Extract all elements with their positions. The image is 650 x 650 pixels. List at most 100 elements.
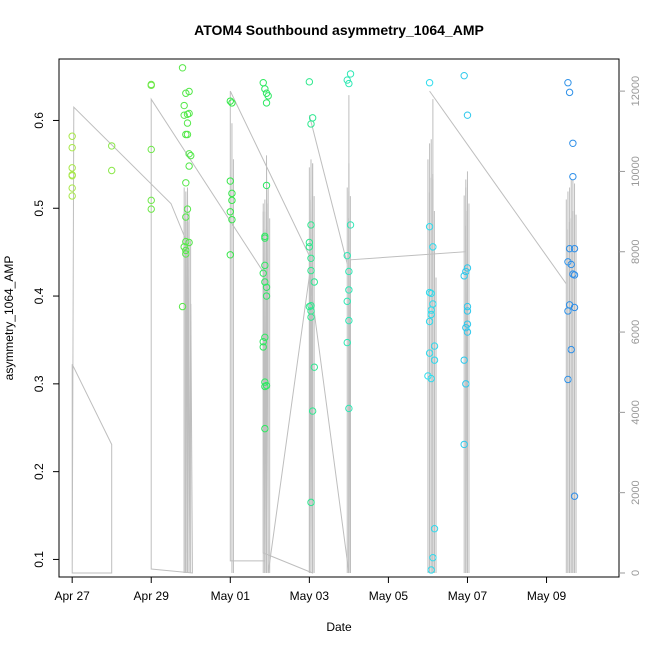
data-point bbox=[228, 99, 236, 107]
data-point bbox=[185, 238, 193, 247]
y2-axis: 0 2000 4000 6000 8000 10000 12000 bbox=[619, 76, 642, 576]
data-point bbox=[305, 238, 314, 247]
data-point bbox=[228, 215, 236, 224]
data-point bbox=[429, 553, 437, 562]
data-point bbox=[68, 143, 76, 152]
data-point bbox=[567, 260, 575, 269]
x-tick-label: May 05 bbox=[369, 589, 409, 603]
data-point bbox=[180, 243, 188, 251]
data-point bbox=[147, 205, 155, 213]
data-point bbox=[68, 164, 76, 172]
data-point bbox=[310, 278, 318, 286]
y-axis-label: asymmetry_1064_AMP bbox=[2, 256, 16, 381]
data-point bbox=[463, 320, 472, 328]
y2-tick-label: 8000 bbox=[630, 240, 642, 264]
data-point bbox=[430, 356, 439, 364]
data-point bbox=[343, 251, 351, 260]
x-tick-label: Apr 27 bbox=[54, 589, 90, 603]
data-point bbox=[427, 566, 435, 574]
data-point bbox=[68, 171, 76, 179]
x-axis-label: Date bbox=[326, 620, 352, 634]
data-point bbox=[463, 307, 472, 315]
data-point bbox=[462, 323, 470, 332]
data-point bbox=[307, 221, 315, 229]
data-point bbox=[147, 81, 155, 90]
data-point bbox=[185, 87, 193, 96]
data-point bbox=[565, 244, 574, 253]
data-point bbox=[182, 246, 190, 255]
x-tick-label: May 09 bbox=[527, 589, 567, 603]
data-point bbox=[345, 404, 353, 413]
y2-tick-label: 4000 bbox=[630, 400, 642, 424]
data-point bbox=[463, 328, 472, 336]
data-point bbox=[307, 313, 315, 321]
data-point bbox=[564, 307, 572, 315]
data-point bbox=[226, 251, 234, 259]
data-point bbox=[182, 179, 190, 187]
data-point bbox=[429, 243, 437, 251]
data-point bbox=[228, 196, 236, 205]
data-point bbox=[178, 64, 187, 72]
data-point bbox=[460, 356, 468, 364]
data-point bbox=[262, 181, 271, 190]
y2-tick-label: 10000 bbox=[630, 156, 642, 187]
data-point bbox=[261, 234, 269, 242]
data-point bbox=[305, 243, 314, 251]
data-point bbox=[262, 99, 271, 107]
data-point bbox=[463, 264, 472, 272]
x-tick-label: Apr 29 bbox=[134, 589, 170, 603]
data-point bbox=[261, 333, 269, 342]
y-tick-label: 0.6 bbox=[32, 112, 46, 129]
data-point bbox=[463, 302, 472, 311]
data-point bbox=[564, 375, 572, 384]
data-point bbox=[567, 345, 575, 354]
data-point bbox=[343, 297, 351, 306]
y2-series-segment bbox=[308, 115, 348, 264]
data-point bbox=[108, 142, 116, 150]
data-point bbox=[261, 382, 269, 391]
data-point bbox=[307, 302, 315, 310]
data-point bbox=[345, 267, 353, 276]
data-point bbox=[68, 192, 76, 200]
data-point bbox=[228, 189, 236, 198]
data-point bbox=[180, 111, 188, 119]
data-point bbox=[427, 310, 435, 319]
y-tick-label: 0.2 bbox=[32, 463, 46, 480]
y-tick-label: 0.3 bbox=[32, 375, 46, 392]
data-point bbox=[570, 303, 579, 312]
data-point bbox=[68, 132, 76, 140]
y-tick-label: 0.4 bbox=[32, 287, 46, 304]
data-point bbox=[430, 342, 439, 350]
y-axis: 0.1 0.2 0.3 0.4 0.5 0.6 bbox=[32, 112, 60, 568]
data-point bbox=[183, 119, 192, 127]
data-point bbox=[346, 221, 355, 229]
data-point bbox=[262, 292, 271, 300]
data-point bbox=[261, 278, 269, 286]
data-point bbox=[180, 101, 188, 110]
data-point bbox=[427, 306, 435, 314]
data-point bbox=[343, 338, 351, 347]
data-point bbox=[565, 88, 574, 97]
data-point bbox=[182, 250, 190, 258]
data-point bbox=[307, 498, 315, 507]
data-point bbox=[310, 363, 318, 371]
data-point bbox=[463, 111, 472, 119]
data-point bbox=[345, 79, 353, 88]
data-point bbox=[570, 244, 579, 253]
data-point bbox=[564, 79, 572, 87]
data-point bbox=[185, 150, 193, 158]
x-axis: Apr 27 Apr 29 May 01 May 03 May 05 May 07 May … bbox=[54, 576, 567, 603]
data-point bbox=[147, 145, 155, 154]
data-point bbox=[430, 525, 439, 533]
data-point bbox=[345, 316, 353, 325]
data-point bbox=[343, 76, 351, 84]
y2-tick-label: 2000 bbox=[630, 480, 642, 504]
data-point bbox=[259, 343, 267, 351]
data-point bbox=[569, 139, 577, 147]
y-tick-label: 0.1 bbox=[32, 551, 46, 568]
data-point bbox=[346, 70, 355, 78]
data-point bbox=[307, 254, 315, 262]
data-point bbox=[183, 130, 192, 139]
data-point bbox=[259, 269, 267, 277]
